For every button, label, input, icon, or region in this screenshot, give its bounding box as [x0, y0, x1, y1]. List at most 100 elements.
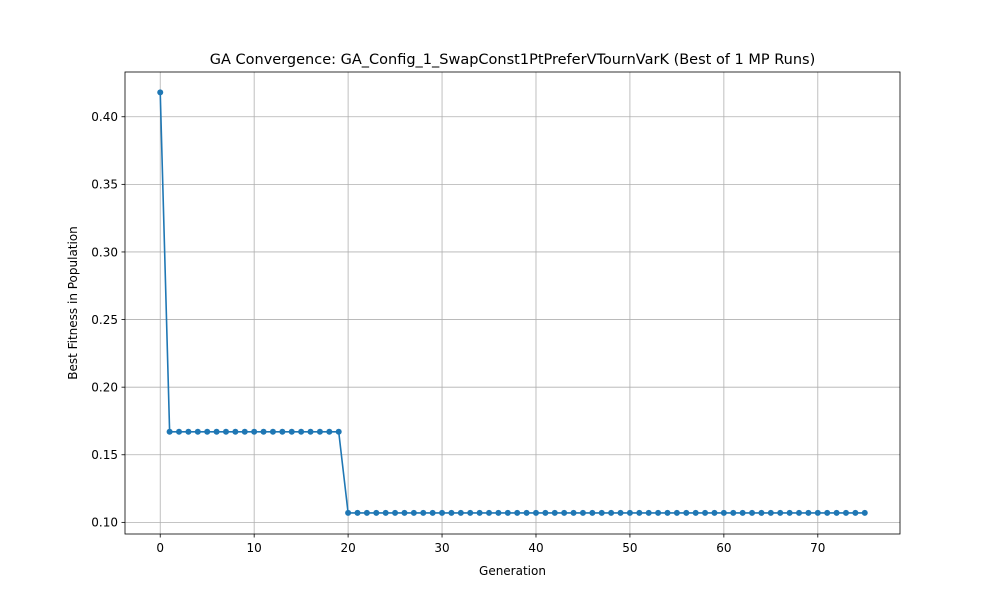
data-point [786, 509, 793, 516]
data-point [486, 509, 493, 516]
data-point [176, 428, 183, 435]
data-point [796, 509, 803, 516]
data-point [758, 509, 765, 516]
data-point [570, 509, 577, 516]
y-tick-label: 0.10 [91, 516, 118, 530]
data-point [805, 509, 812, 516]
data-point [448, 509, 455, 516]
data-point [204, 428, 211, 435]
data-point [702, 509, 709, 516]
data-point [852, 509, 859, 516]
data-point [861, 509, 868, 516]
data-point [561, 509, 568, 516]
x-tick-label: 30 [434, 541, 449, 555]
y-axis-label: Best Fitness in Population [66, 226, 80, 380]
data-point [720, 509, 727, 516]
data-point [711, 509, 718, 516]
data-point [655, 509, 662, 516]
data-point [542, 509, 549, 516]
data-point [457, 509, 464, 516]
data-point [260, 428, 267, 435]
data-point [269, 428, 276, 435]
data-point [298, 428, 305, 435]
data-point [824, 509, 831, 516]
data-point [645, 509, 652, 516]
data-point [345, 509, 352, 516]
data-point [429, 509, 436, 516]
data-point [636, 509, 643, 516]
data-point [833, 509, 840, 516]
data-point [523, 509, 530, 516]
data-point [288, 428, 295, 435]
data-point [683, 509, 690, 516]
data-point [842, 509, 849, 516]
chart-title: GA Convergence: GA_Config_1_SwapConst1Pt… [210, 52, 816, 68]
data-point [185, 428, 192, 435]
data-point [617, 509, 624, 516]
x-tick-label: 20 [340, 541, 355, 555]
data-point [767, 509, 774, 516]
x-tick-label: 60 [716, 541, 731, 555]
data-point [579, 509, 586, 516]
data-point [279, 428, 286, 435]
series-fitness [157, 89, 868, 516]
data-point [504, 509, 511, 516]
data-point [749, 509, 756, 516]
data-point [692, 509, 699, 516]
data-point [532, 509, 539, 516]
data-point [194, 428, 201, 435]
data-point [326, 428, 333, 435]
data-point [673, 509, 680, 516]
data-point [777, 509, 784, 516]
x-tick-label: 0 [156, 541, 164, 555]
x-tick-label: 40 [528, 541, 543, 555]
y-tick-label: 0.35 [91, 178, 118, 192]
data-point [307, 428, 314, 435]
data-point [664, 509, 671, 516]
y-tick-label: 0.25 [91, 313, 118, 327]
data-point [401, 509, 408, 516]
data-point [730, 509, 737, 516]
y-tick-label: 0.20 [91, 380, 118, 394]
data-point [373, 509, 380, 516]
x-tick-label: 70 [810, 541, 825, 555]
data-point [316, 428, 323, 435]
data-point [551, 509, 558, 516]
data-point [410, 509, 417, 516]
axis-ticks: 0 10 20 30 40 50 60 70 0.10 0.15 0.20 0.25 0.30 0.35 0… [91, 110, 825, 555]
data-point [467, 509, 474, 516]
data-point [232, 428, 239, 435]
data-point [814, 509, 821, 516]
data-point [213, 428, 220, 435]
grid-lines [125, 72, 900, 534]
data-point [495, 509, 502, 516]
data-point [514, 509, 521, 516]
data-point [157, 89, 164, 96]
data-point [598, 509, 605, 516]
x-axis-label: Generation [479, 564, 546, 578]
x-tick-label: 50 [622, 541, 637, 555]
data-point [392, 509, 399, 516]
data-point [335, 428, 342, 435]
data-point [476, 509, 483, 516]
data-point [439, 509, 446, 516]
y-tick-label: 0.15 [91, 448, 118, 462]
data-point [382, 509, 389, 516]
x-tick-label: 10 [247, 541, 262, 555]
data-point [739, 509, 746, 516]
y-tick-label: 0.40 [91, 110, 118, 124]
data-point [222, 428, 229, 435]
data-point [626, 509, 633, 516]
plot-area-frame [124, 71, 901, 535]
data-point [251, 428, 258, 435]
y-tick-label: 0.30 [91, 245, 118, 259]
data-point [420, 509, 427, 516]
data-point [608, 509, 615, 516]
data-point [589, 509, 596, 516]
data-point [166, 428, 173, 435]
data-point [363, 509, 370, 516]
series-line [159, 92, 865, 514]
data-point [241, 428, 248, 435]
data-point [354, 509, 361, 516]
